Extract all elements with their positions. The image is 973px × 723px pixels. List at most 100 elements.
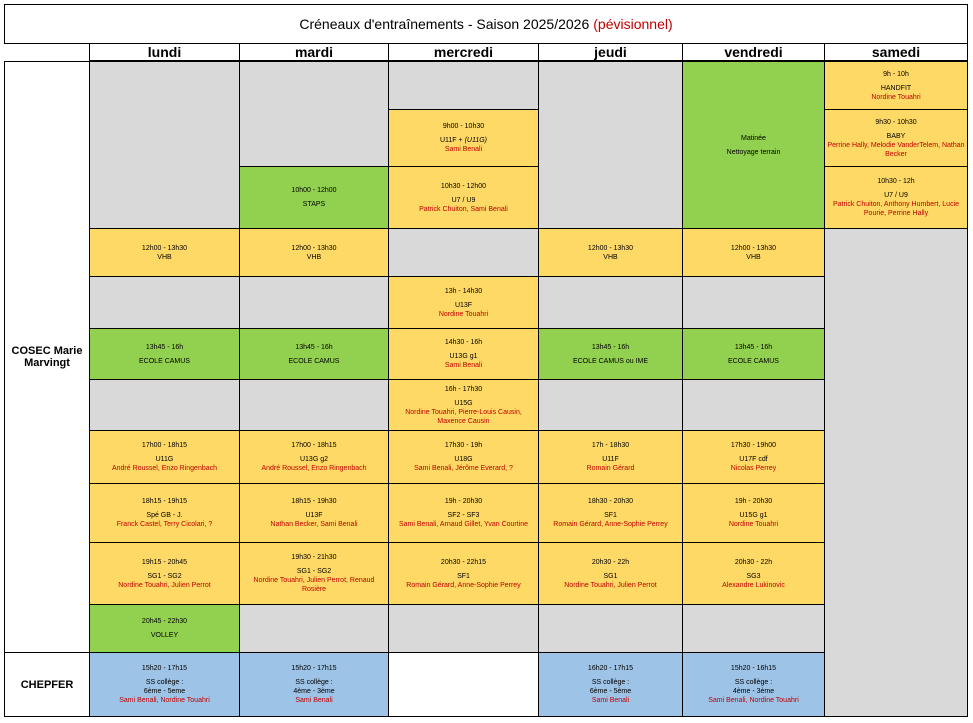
- slot-friday-vhb: 12h00 - 13h30 VHB: [682, 228, 825, 277]
- venue-label: COSEC Marie Marvingt: [11, 345, 83, 369]
- slot-name: U13G g2: [299, 456, 329, 463]
- slot-wednesday-u11f: 9h00 - 10h30 U11F + (U11G) Sami Benali: [388, 109, 539, 167]
- slot-name: SG1 - SG2: [296, 568, 332, 575]
- slot-coaches: Nordine Touahri: [871, 93, 921, 101]
- slot-time: 13h45 - 16h: [295, 343, 333, 351]
- slot-time: 13h45 - 16h: [734, 343, 773, 351]
- slot-coaches: Sami Benali: [444, 146, 483, 153]
- slot-time: 20h30 - 22h: [591, 558, 630, 566]
- slot-thursday-u11f: 17h - 18h30 U11F Romain Gérard: [538, 430, 683, 484]
- slot-time: 19h - 20h30: [444, 498, 483, 505]
- empty-slot: [538, 379, 683, 431]
- slot-time: 15h20 - 17h15: [291, 665, 337, 672]
- slot-time: Matinée: [741, 134, 766, 142]
- slot-coaches: Nordine Touahri, Julien Perrot: [564, 581, 657, 589]
- empty-slot: [89, 379, 240, 431]
- slot-coaches: Sami Benali, Jérôme Everard, ?: [414, 465, 513, 472]
- slot-time: 16h20 - 17h15: [587, 665, 634, 672]
- slot-coaches: Franck Castel, Terry Cicolari, ?: [116, 521, 213, 528]
- slot-coaches: Perrine Hally, Melodie VanderTelem, Nath…: [827, 141, 965, 158]
- slot-coaches: Nordine Touahri, Pierre-Louis Causin, Ma…: [405, 408, 522, 425]
- slot-coaches: Nordine Touahri, Julien Perrot: [118, 581, 211, 589]
- slot-time: 19h - 20h30: [734, 498, 773, 505]
- slot-time: 17h30 - 19h: [444, 442, 483, 449]
- slot-coaches: Romain Gérard, Anne-Sophie Perrey: [406, 581, 521, 589]
- slot-time: 19h30 - 21h30: [291, 554, 337, 561]
- slot-wednesday-sf2-sf3: 19h - 20h30 SF2 - SF3 Sami Benali, Arnau…: [388, 483, 539, 543]
- slot-monday-ecole: 13h45 - 16h ECOLE CAMUS: [89, 328, 240, 380]
- slot-coaches: Nordine Touahri, Julien Perrot, Renaud R…: [253, 577, 375, 593]
- slot-time: 10h30 - 12h: [877, 178, 915, 185]
- slot-coaches: Nordine Touahri: [438, 310, 489, 318]
- slot-wednesday-u13g: 14h30 - 16h U13G g1 Sami Benali: [388, 328, 539, 380]
- slot-name: SF2 - SF3: [447, 512, 480, 519]
- slot-tuesday-u13g: 17h00 - 18h15 U13G g2 André Roussel, Enz…: [239, 430, 389, 484]
- slot-monday-sg: 19h15 - 20h45 SG1 - SG2 Nordine Touahri,…: [89, 542, 240, 605]
- slot-tuesday-ecole: 13h45 - 16h ECOLE CAMUS: [239, 328, 389, 380]
- slot-coaches: Nathan Becker, Sami Benali: [270, 521, 358, 528]
- slot-time: 17h30 - 19h00: [730, 442, 777, 449]
- slot-time: 18h15 - 19h15: [141, 498, 188, 505]
- slot-name: SG1 - SG2: [147, 572, 182, 580]
- slot-monday-spe-gb: 18h15 - 19h15 Spé GB - J. Franck Castel,…: [89, 483, 240, 543]
- slot-tuesday-chepfer: 15h20 - 17h15 SS collège : 4ème - 3ème S…: [239, 652, 389, 717]
- slot-coaches: Romain Gérard: [586, 465, 635, 472]
- slot-name: U17F cdf: [739, 456, 768, 463]
- slot-wednesday-u13f: 13h - 14h30 U13F Nordine Touahri: [388, 276, 539, 329]
- empty-slot: [682, 276, 825, 329]
- slot-name: BABY: [886, 132, 906, 140]
- venue-chepfer: CHEPFER: [4, 652, 90, 717]
- slot-name: STAPS: [302, 201, 326, 208]
- empty-slot: [824, 228, 968, 717]
- slot-monday-u11g: 17h00 - 18h15 U11G André Roussel, Enzo R…: [89, 430, 240, 484]
- slot-time: 16h - 17h30: [444, 385, 483, 393]
- slot-name: U11G: [155, 456, 174, 463]
- slot-coaches: Nordine Touahri: [728, 521, 779, 528]
- slot-time: 10h30 - 12h00: [440, 182, 487, 190]
- empty-slot: [682, 379, 825, 431]
- slot-name: VHB: [306, 253, 322, 261]
- slot-time: 12h00 - 13h30: [730, 244, 777, 252]
- title-accent: (pévisionnel): [593, 16, 673, 32]
- slot-thursday-sf1: 18h30 - 20h30 SF1 Romain Gérard, Anne-So…: [538, 483, 683, 543]
- slot-monday-volley: 20h45 - 22h30 VOLLEY: [89, 604, 240, 653]
- slot-coaches: Nicolas Perrey: [730, 465, 777, 472]
- slot-friday-u17f: 17h30 - 19h00 U17F cdf Nicolas Perrey: [682, 430, 825, 484]
- slot-name: U11F + (U11G): [440, 136, 487, 145]
- slot-wednesday-u18g: 17h30 - 19h U18G Sami Benali, Jérôme Eve…: [388, 430, 539, 484]
- day-header-wednesday: mercredi: [388, 44, 539, 61]
- slot-name: VOLLEY: [150, 632, 179, 639]
- slot-time: 12h00 - 13h30: [141, 244, 188, 252]
- slot-friday-chepfer: 15h20 - 16h15 SS collège : 4ème - 3ème S…: [682, 652, 825, 717]
- slot-coaches: André Roussel, Enzo Ringenbach: [261, 465, 367, 472]
- slot-coaches: Sami Benali, Arnaud Gillet, Yvan Courtin…: [398, 521, 529, 528]
- slot-grades: 4ème - 3ème: [732, 688, 775, 695]
- slot-coaches: Patrick Chuiton, Anthony Humbert, Lucie …: [832, 201, 960, 217]
- slot-time: 10h00 - 12h00: [291, 187, 337, 194]
- empty-slot: [682, 604, 825, 653]
- slot-wednesday-u15g: 16h - 17h30 U15G Nordine Touahri, Pierre…: [388, 379, 539, 431]
- slot-name: VHB: [746, 253, 761, 261]
- slot-saturday-baby: 9h30 - 10h30 BABY Perrine Hally, Melodie…: [824, 109, 968, 167]
- venue-cosec: COSEC Marie Marvingt: [4, 61, 90, 653]
- slot-name: HANDFIT: [880, 84, 912, 92]
- slot-name: SG1: [603, 572, 618, 580]
- page-title: Créneaux d'entraînements - Saison 2025/2…: [4, 4, 968, 44]
- slot-name: U18G: [454, 456, 473, 463]
- slot-time: 20h45 - 22h30: [141, 618, 188, 625]
- empty-slot: [239, 61, 389, 167]
- slot-name: U13F: [305, 512, 323, 519]
- slot-time: 17h - 18h30: [591, 442, 630, 449]
- slot-grades: 6ème - 5eme: [143, 688, 186, 695]
- slot-name-main: U11F +: [439, 137, 465, 144]
- slot-name: U7 / U9: [451, 196, 476, 204]
- slot-wednesday-u7-u9: 10h30 - 12h00 U7 / U9 Patrick Chuiton, S…: [388, 166, 539, 229]
- slot-name: SG3: [746, 572, 761, 580]
- slot-name: ECOLE CAMUS: [728, 357, 779, 365]
- slot-coaches: André Roussel, Enzo Ringenbach: [111, 465, 218, 472]
- slot-friday-matinee: Matinée Nettoyage terrain: [682, 61, 825, 229]
- slot-coaches: Sami Benali, Nordine Touahri: [119, 697, 210, 704]
- slot-name: SS collège :: [295, 679, 333, 686]
- slot-name: ECOLE CAMUS: [288, 357, 340, 365]
- slot-name: U11F: [602, 456, 619, 463]
